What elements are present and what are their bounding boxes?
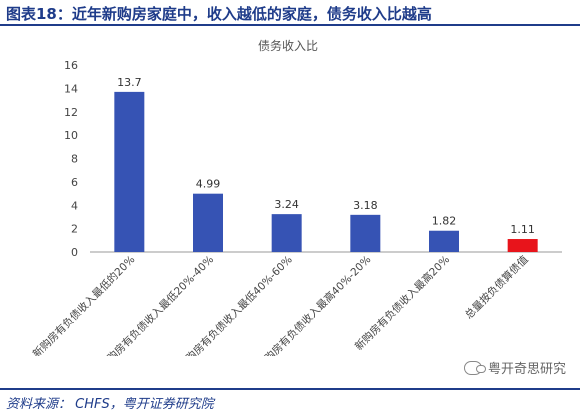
x-axis-labels: 新购房有负债收入最低的20%新购房有负债收入最低20%-40%新购房有负债收入最… — [30, 253, 531, 356]
data-label: 13.7 — [117, 76, 142, 89]
bar — [350, 214, 381, 252]
figure-title: 图表18：近年新购房家庭中，收入越低的家庭，债务收入比越高 — [6, 5, 432, 23]
bar — [271, 214, 302, 252]
source-note: 资料来源： CHFS，粤开证券研究院 — [6, 397, 214, 412]
x-tick-label: 总量按负债算债值 — [462, 253, 531, 322]
y-tick-label: 12 — [64, 106, 78, 119]
data-label: 3.18 — [353, 199, 378, 212]
wechat-icon — [463, 360, 486, 375]
y-tick-label: 4 — [71, 199, 78, 212]
y-tick-label: 14 — [64, 82, 78, 95]
bar — [193, 193, 223, 252]
bar — [429, 230, 459, 252]
watermark: 粤开奇思研究 — [463, 358, 566, 377]
data-label: 3.24 — [274, 198, 299, 211]
data-label: 1.11 — [510, 223, 535, 236]
footer-rule — [0, 388, 580, 390]
data-label: 1.82 — [432, 215, 457, 228]
y-tick-label: 0 — [71, 246, 78, 259]
watermark-text: 粤开奇思研究 — [487, 362, 566, 377]
bars — [114, 91, 538, 252]
y-tick-label: 10 — [64, 129, 78, 142]
y-tick-label: 2 — [71, 223, 78, 236]
figure-header: 图表18：近年新购房家庭中，收入越低的家庭，债务收入比越高 — [0, 0, 580, 26]
bar — [114, 91, 145, 252]
chart-title: 债务收入比 — [258, 38, 318, 53]
y-tick-label: 16 — [64, 59, 78, 72]
bar — [507, 239, 538, 252]
value-labels: 13.7 4.99 3.24 3.18 1.82 1.11 — [117, 76, 535, 236]
y-tick-label: 6 — [71, 176, 78, 189]
data-label: 4.99 — [196, 178, 221, 191]
bar-chart: 债务收入比 0 2 4 6 8 10 12 14 16 13.7 4.99 3.24 3.18 1.82… — [30, 38, 562, 356]
y-axis-ticks: 0 2 4 6 8 10 12 14 16 — [64, 59, 78, 259]
y-tick-label: 8 — [71, 153, 78, 166]
